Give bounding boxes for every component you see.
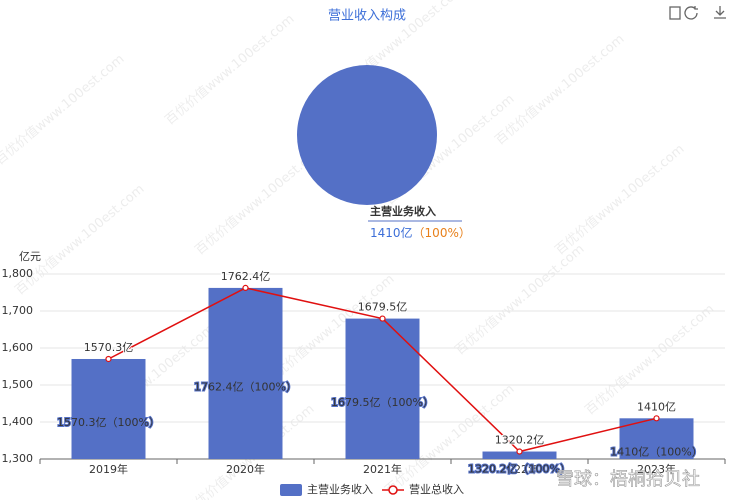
line-point (105, 355, 112, 363)
bar (619, 418, 694, 459)
watermark: 百优价值www.100est.com (162, 11, 297, 128)
legend-label: 营业总收入 (409, 482, 464, 496)
line-value-label: 1320.2亿 (495, 434, 545, 447)
x-tick-label: 2020年 (226, 462, 265, 476)
y-tick-label: 1,600 (2, 341, 34, 354)
legend-swatch (280, 484, 302, 496)
slice-name: 主营业务收入 (370, 204, 436, 218)
bar (208, 287, 283, 459)
pie-slice (297, 65, 437, 205)
x-tick-label: 2021年 (363, 462, 402, 476)
line-value-label: 1570.3亿 (84, 341, 134, 354)
y-tick-label: 1,500 (2, 378, 34, 391)
watermark: 百优价值www.100est.com (492, 31, 627, 148)
legend-swatch (388, 485, 398, 495)
data-view-icon[interactable] (669, 6, 681, 20)
bar-value-label: 1570.3亿（100%） (57, 416, 160, 429)
bar (345, 318, 420, 459)
bar-value-label: 1320.2亿（100%） (468, 462, 571, 475)
line-point (516, 448, 523, 455)
toolbar[interactable] (669, 6, 726, 20)
slice-label: 1410亿（100%） (370, 225, 471, 240)
line-point (653, 415, 660, 422)
x-tick-label: 2022年 (500, 462, 539, 476)
line-point (379, 315, 386, 322)
line-value-label: 1679.5亿 (358, 301, 408, 314)
bar (71, 358, 146, 459)
line-value-label: 1410亿 (637, 400, 676, 413)
chart-title: 营业收入构成 (328, 9, 406, 24)
save-icon[interactable] (714, 6, 726, 19)
line-point (242, 284, 249, 292)
x-tick-label: 2023年 (637, 462, 676, 476)
y-tick-label: 1,800 (2, 267, 34, 280)
legend-label: 主营业务收入 (307, 482, 373, 496)
y-tick-label: 1,700 (2, 304, 34, 317)
x-tick-label: 2019年 (89, 462, 128, 476)
bar-value-label: 1762.4亿（100%） (194, 380, 297, 393)
restore-icon[interactable] (684, 6, 698, 20)
watermark: 百优价值www.100est.com (452, 241, 587, 358)
y-axis-label: 亿元 (19, 250, 41, 263)
bar-value-label: 1410亿（100%） (610, 446, 702, 459)
y-tick-label: 1,400 (2, 415, 34, 428)
bar (482, 451, 557, 459)
slice-value-label: 1410亿 (370, 225, 413, 240)
line-value-label: 1762.4亿 (221, 270, 271, 283)
watermark: 雪球：梧桐拾贝社 (556, 469, 700, 490)
bar-value-label: 1679.5亿（100%） (331, 396, 434, 409)
watermark: 百优价值www.100est.com (12, 181, 147, 298)
watermark: 百优价值www.100est.com (552, 141, 687, 258)
slice-share-label: （100%） (413, 226, 471, 240)
watermark: 百优价值www.100est.com (0, 51, 127, 168)
y-tick-label: 1,300 (2, 452, 34, 465)
